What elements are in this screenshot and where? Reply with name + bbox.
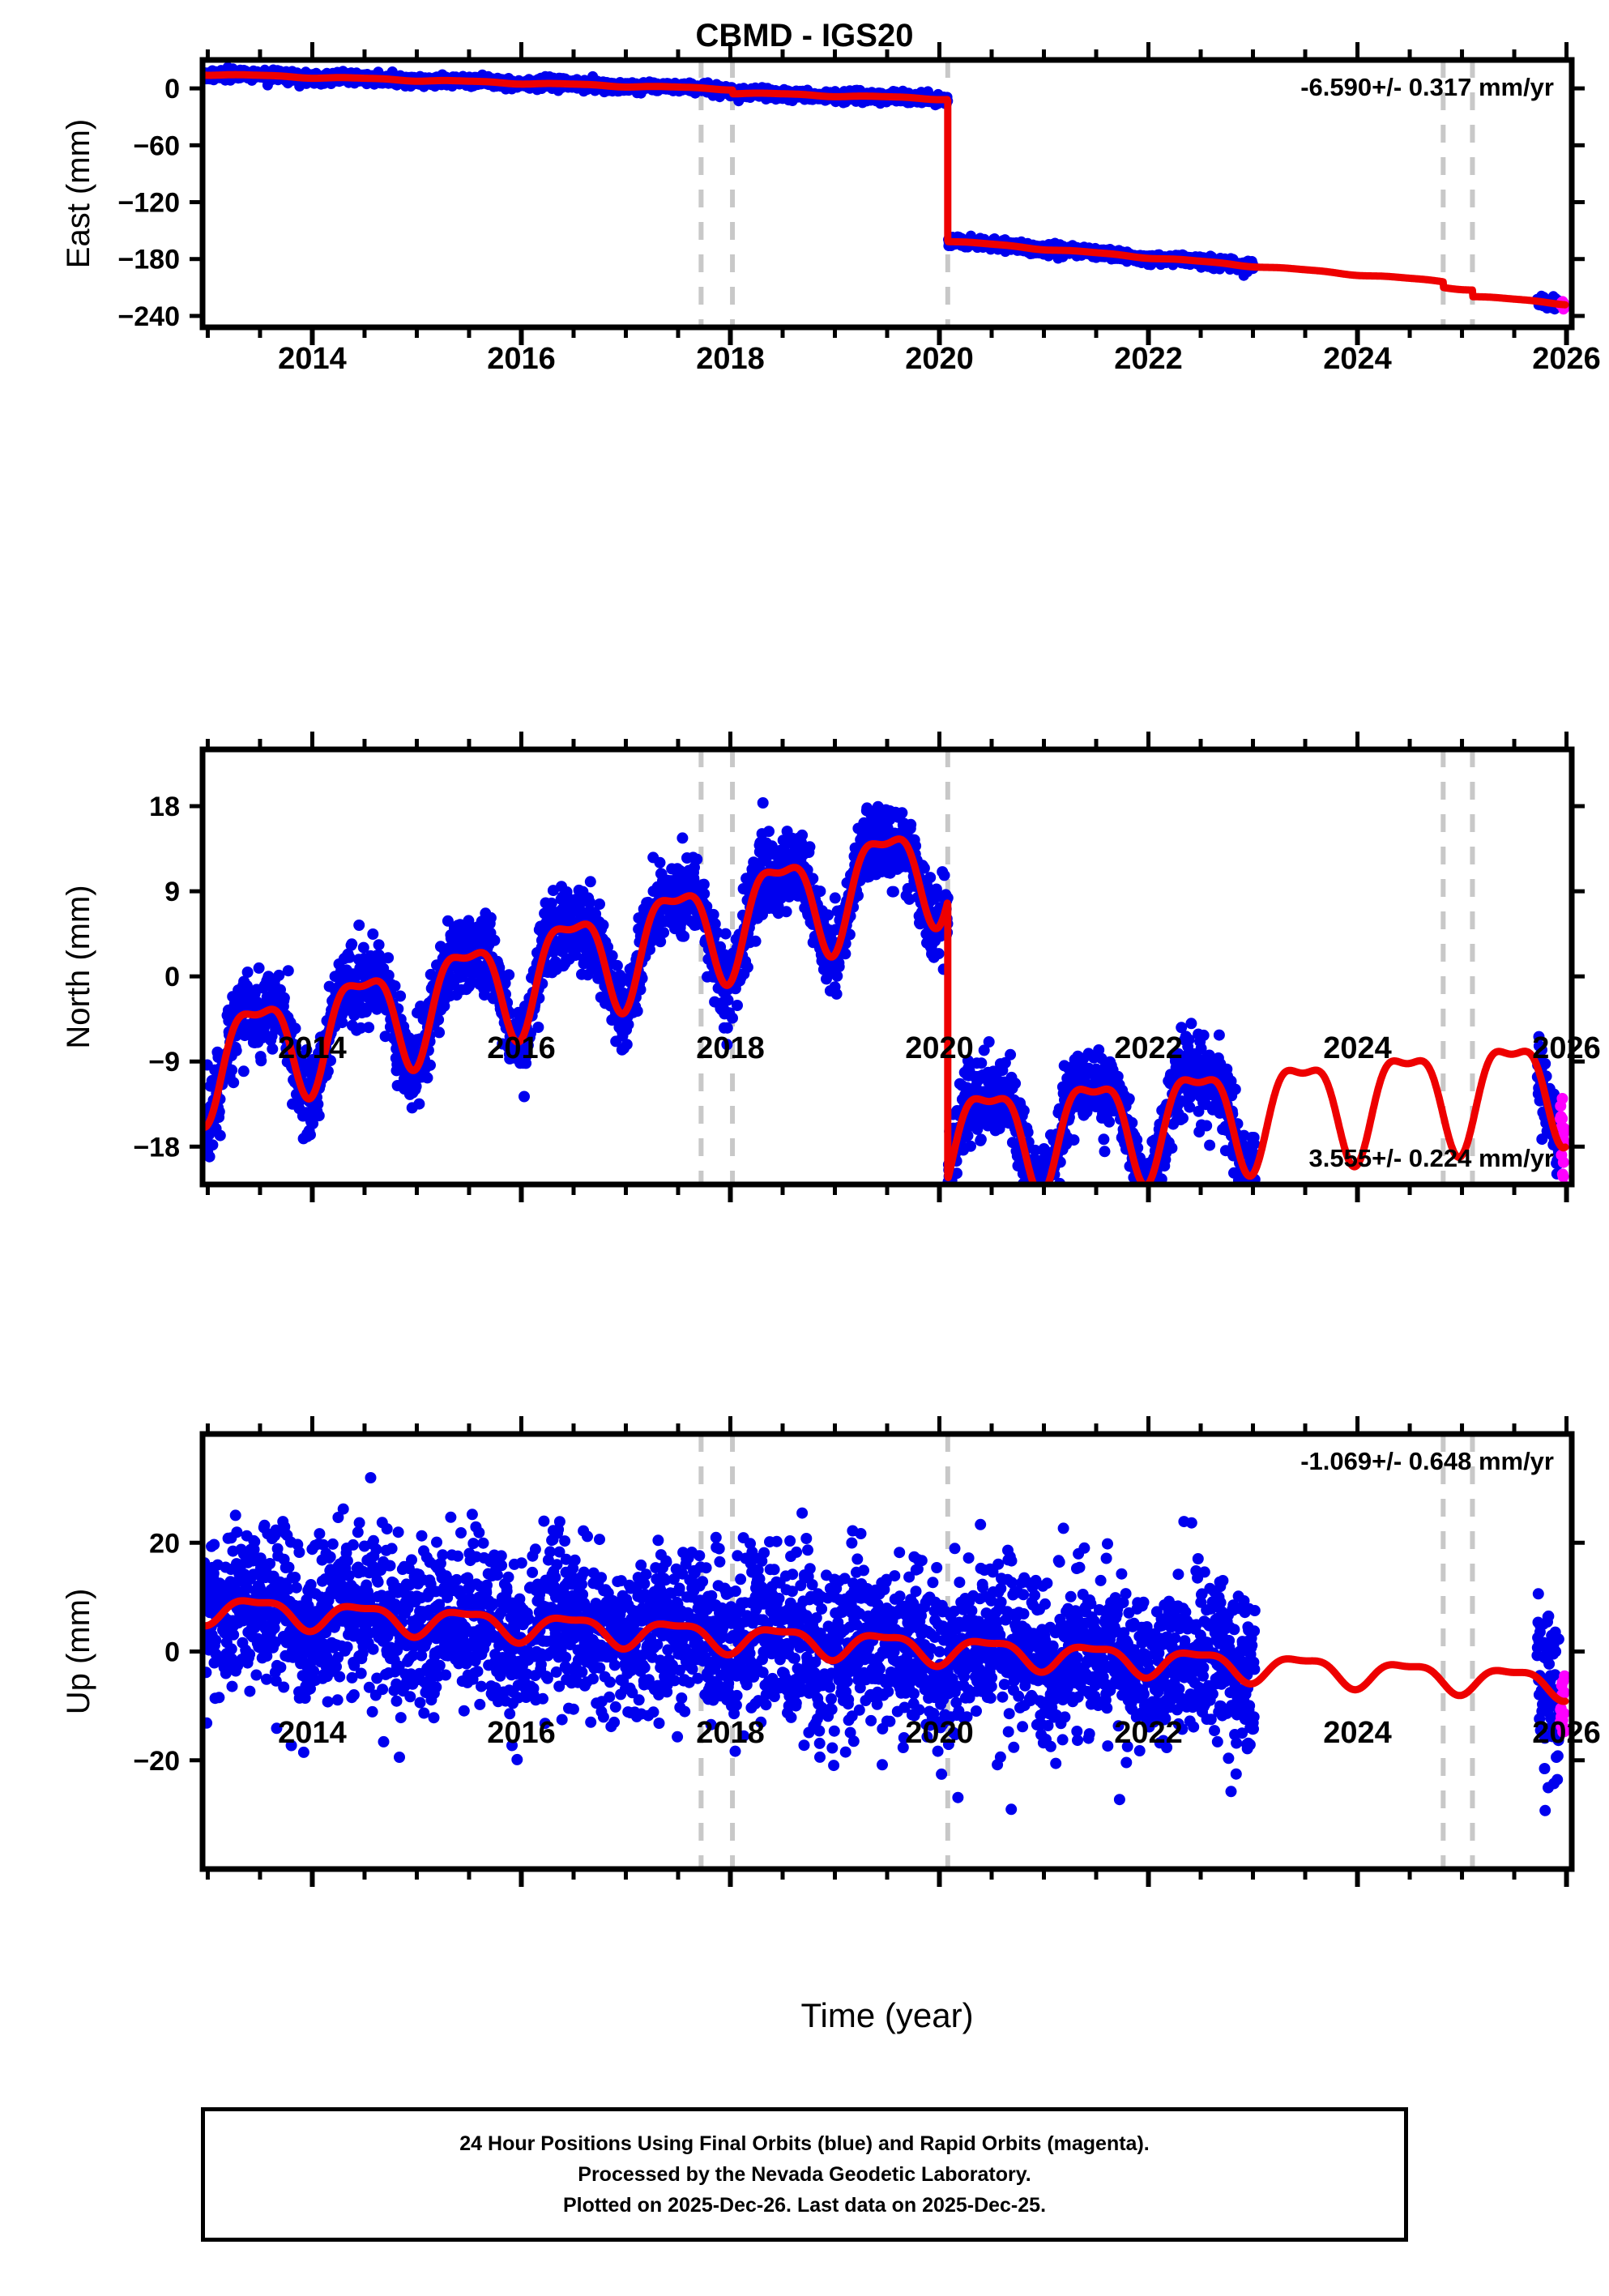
x-tick-label: 2018 bbox=[696, 1716, 765, 1750]
y-tick-label: 20 bbox=[149, 1528, 180, 1559]
axis-label-up: Up (mm) bbox=[61, 1589, 96, 1715]
y-tick-label: 9 bbox=[164, 877, 180, 907]
figure-title-wrap: CBMD - IGS20 bbox=[0, 18, 1609, 54]
model-curve-east bbox=[203, 75, 1565, 305]
x-tick-label: 2020 bbox=[905, 1716, 974, 1750]
x-tick-label: 2022 bbox=[1114, 342, 1183, 376]
x-tick-label: 2016 bbox=[487, 342, 556, 376]
caption-line-2: Processed by the Nevada Geodetic Laborat… bbox=[578, 2159, 1031, 2190]
x-tick-label: 2020 bbox=[905, 1031, 974, 1065]
x-tick-label: 2026 bbox=[1532, 342, 1601, 376]
axis-label-time: Time (year) bbox=[800, 1996, 973, 2034]
y-tick-label: 0 bbox=[164, 962, 180, 992]
x-tick-label: 2024 bbox=[1323, 342, 1392, 376]
rate-annotation-north: 3.555+/- 0.224 mm/yr bbox=[1309, 1144, 1554, 1172]
y-tick-label: 0 bbox=[164, 1637, 180, 1668]
panel-up: 20 0 −20 2014 2016 2018 2020 2022 2024 2026 Up (mm… bbox=[61, 1416, 1601, 1887]
x-tick-label: 2014 bbox=[278, 1716, 347, 1750]
y-tick-label: −60 bbox=[133, 130, 180, 161]
caption-line-3: Plotted on 2025-Dec-26. Last data on 202… bbox=[563, 2190, 1046, 2221]
x-tick-label: 2022 bbox=[1114, 1716, 1183, 1750]
y-tick-label: −20 bbox=[133, 1746, 180, 1777]
caption-line-1: 24 Hour Positions Using Final Orbits (bl… bbox=[459, 2128, 1149, 2159]
y-tick-label: 18 bbox=[149, 792, 180, 822]
caption-box: 24 Hour Positions Using Final Orbits (bl… bbox=[201, 2107, 1408, 2242]
x-tick-label: 2016 bbox=[487, 1031, 556, 1065]
x-tick-label: 2018 bbox=[696, 342, 765, 376]
x-tick-label: 2022 bbox=[1114, 1031, 1183, 1065]
y-tick-label: −9 bbox=[148, 1047, 180, 1078]
model-line-post bbox=[948, 241, 1565, 305]
y-tick-label: −120 bbox=[117, 188, 180, 219]
x-tick-label: 2026 bbox=[1532, 1031, 1601, 1065]
panel-north: 18 9 0 −9 −18 2014 2016 2018 2020 2022 2024 2026 Nor… bbox=[61, 732, 1601, 1206]
y-tick-label: −180 bbox=[117, 245, 180, 275]
y-tick-label: −18 bbox=[133, 1132, 180, 1163]
axis-label-east: East (mm) bbox=[61, 119, 96, 268]
x-tick-label: 2020 bbox=[905, 342, 974, 376]
axis-label-north: North (mm) bbox=[61, 885, 96, 1048]
model-curve-north bbox=[203, 839, 1565, 1196]
page-title: CBMD - IGS20 bbox=[696, 18, 914, 53]
rate-annotation-east: -6.590+/- 0.317 mm/yr bbox=[1300, 73, 1554, 101]
x-tick-label: 2014 bbox=[278, 1031, 347, 1065]
x-tick-label: 2026 bbox=[1532, 1716, 1601, 1750]
final-orbit-points bbox=[198, 1472, 1565, 1816]
data-points-up bbox=[198, 1472, 1570, 1816]
x-tick-label: 2016 bbox=[487, 1716, 556, 1750]
x-tick-label: 2018 bbox=[696, 1031, 765, 1065]
panel-east: 0 −60 −120 −180 −240 2014 2016 2018 2020 2022 2024… bbox=[61, 42, 1601, 376]
x-tick-label: 2014 bbox=[278, 342, 347, 376]
y-tick-label: 0 bbox=[164, 74, 180, 105]
rate-annotation-up: -1.069+/- 0.648 mm/yr bbox=[1300, 1447, 1554, 1475]
x-tick-label: 2024 bbox=[1323, 1031, 1392, 1065]
x-tick-label: 2024 bbox=[1323, 1716, 1392, 1750]
y-tick-label: −240 bbox=[117, 301, 180, 332]
